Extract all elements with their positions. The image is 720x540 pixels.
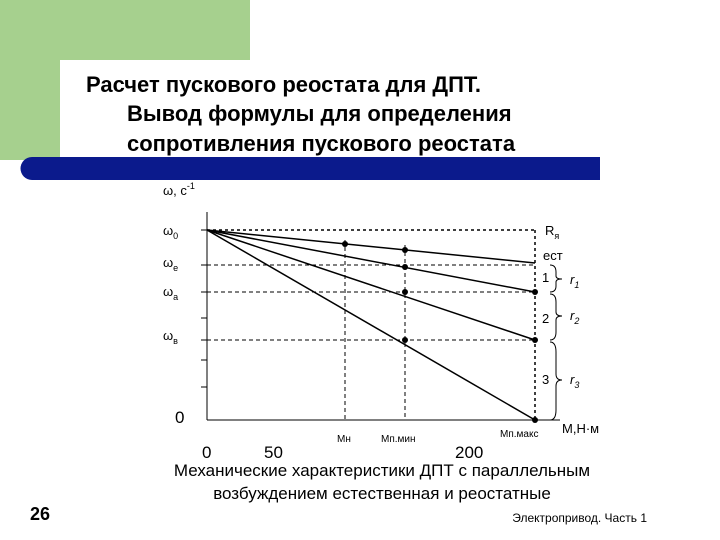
margin <box>0 160 24 540</box>
resistance-label: r2 <box>570 308 579 326</box>
page-number: 26 <box>30 504 50 524</box>
y-label: ω0 <box>163 223 178 241</box>
caption-line: Механические характеристики ДПТ с паралл… <box>174 461 590 480</box>
diagram <box>201 212 563 423</box>
title-line: сопротивления пускового реостата <box>127 131 516 156</box>
y-label: ωа <box>163 284 178 302</box>
x-axis-label: М,Н·м <box>562 421 599 436</box>
curve-label: 2 <box>542 311 549 326</box>
dashed-lines <box>207 240 535 420</box>
points <box>342 241 538 423</box>
x-mark-label: Мп.мин <box>381 434 416 445</box>
x-tick-label: 0 <box>202 443 211 462</box>
y-axis-label: ω, с-1 <box>163 181 195 198</box>
braces <box>549 264 563 421</box>
dotted-lines <box>207 229 536 420</box>
title-bg <box>60 60 620 157</box>
x-tick-label: 50 <box>264 443 283 462</box>
curve-label: 1 <box>542 270 549 285</box>
caption-line: возбуждением естественная и реостатные <box>213 484 551 503</box>
title-line: Вывод формулы для определения <box>127 101 512 126</box>
title-bar <box>20 157 600 180</box>
characteristics <box>206 229 536 421</box>
title-line: Расчет пускового реостата для ДПТ. <box>86 72 481 97</box>
curve-label: Rя <box>545 223 559 241</box>
x-tick-label: 200 <box>455 443 483 462</box>
x-mark-label: Мп.макс <box>500 429 538 440</box>
y-ticks <box>201 229 207 388</box>
curve-label: 3 <box>542 372 549 387</box>
y-label: ωе <box>163 255 178 273</box>
curve-label: ест <box>543 248 563 263</box>
resistance-label: r1 <box>570 272 579 290</box>
y-label: ωв <box>163 328 178 346</box>
resistance-label: r3 <box>570 372 579 390</box>
footer: Электропривод. Часть 1 <box>512 511 647 525</box>
x-mark-label: Мн <box>337 434 351 445</box>
origin-label: 0 <box>175 408 184 427</box>
